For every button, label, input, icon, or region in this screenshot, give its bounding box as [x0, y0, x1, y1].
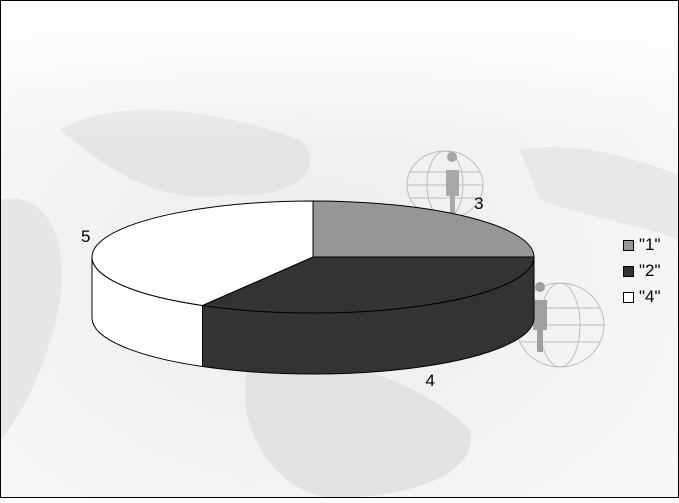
- pie-slice-1: [312, 200, 535, 258]
- pie-3d: [91, 200, 535, 375]
- legend-swatch: [623, 291, 634, 303]
- pie-slice-2: [202, 256, 535, 314]
- legend-label: "2": [639, 261, 661, 280]
- pie-slice-3: [91, 200, 314, 306]
- legend-item: "1": [623, 232, 679, 258]
- data-label-3: 5: [81, 226, 91, 246]
- legend-item: "2": [623, 258, 679, 284]
- legend-label: "1": [639, 235, 661, 254]
- data-label-1: 3: [474, 193, 484, 213]
- legend-item: "4": [623, 284, 679, 310]
- legend-swatch: [623, 239, 634, 251]
- legend-label: "4": [639, 287, 661, 306]
- data-label-2: 4: [425, 371, 435, 391]
- legend: "1" "2" "4": [623, 232, 679, 310]
- legend-swatch: [623, 265, 634, 277]
